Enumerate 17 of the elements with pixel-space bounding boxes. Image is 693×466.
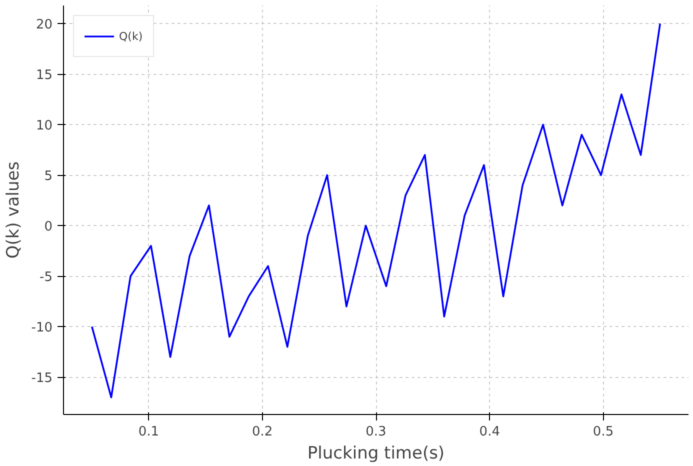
y-tick-label: -15 — [31, 371, 52, 386]
y-tick-label: 15 — [36, 68, 53, 84]
y-axis-title: Q(k) values — [3, 161, 24, 259]
y-tick-label: -5 — [40, 270, 53, 286]
x-tick-label: 0.2 — [252, 424, 273, 440]
line-series — [91, 22, 661, 398]
y-tick-label: -10 — [31, 320, 52, 336]
y-tick-label: 20 — [36, 18, 53, 33]
y-tick-label: 0 — [44, 220, 53, 235]
y-tick-label: 10 — [36, 118, 53, 134]
x-tick-label: 0.1 — [138, 424, 160, 440]
x-tick-label: 0.3 — [366, 424, 386, 440]
legend-label: Q(k) — [119, 30, 143, 42]
x-axis-title: Plucking time(s) — [307, 444, 445, 464]
x-tick-label: 0.5 — [592, 424, 614, 440]
y-tick-label: 5 — [44, 169, 53, 184]
x-tick-label: 0.4 — [479, 424, 500, 440]
